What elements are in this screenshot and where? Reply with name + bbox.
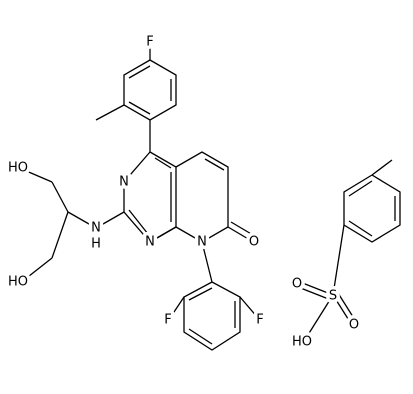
bond — [51, 211, 69, 259]
bond — [175, 151, 229, 243]
bond — [169, 296, 185, 319]
bond — [305, 294, 334, 339]
atom-label: O — [249, 235, 259, 250]
bond — [95, 104, 125, 121]
bond — [201, 241, 213, 283]
atom-label: F — [256, 313, 263, 328]
bond — [348, 180, 373, 197]
bond — [51, 181, 69, 213]
bond — [348, 220, 373, 237]
bond — [23, 169, 53, 183]
bond — [128, 65, 151, 79]
atom-label: H — [91, 237, 101, 252]
bond — [297, 286, 332, 301]
bond — [154, 157, 172, 169]
atom-labels: F N N N O N H HO HO F F S O O HO — [4, 31, 362, 353]
bond — [343, 174, 401, 243]
bonds — [23, 44, 401, 351]
bond — [239, 296, 259, 319]
atom-label: F — [146, 35, 153, 50]
bond — [188, 287, 213, 301]
bond — [149, 226, 177, 243]
bond — [299, 281, 334, 296]
bond — [332, 294, 351, 323]
atom-label: HO — [8, 161, 28, 176]
bond — [204, 158, 225, 171]
atom-label: F — [164, 313, 171, 328]
atom-label: N — [91, 221, 101, 236]
atom-label: O — [292, 277, 302, 292]
bond — [95, 211, 125, 229]
bond — [128, 209, 149, 235]
atom-label: S — [329, 289, 337, 304]
atom-label: HO — [8, 275, 28, 290]
bond — [230, 221, 254, 236]
atom-label: O — [349, 318, 359, 333]
bond — [371, 159, 393, 176]
bond — [188, 328, 213, 345]
atom-label: N — [197, 235, 207, 250]
atom-label: N — [119, 175, 129, 190]
bond — [123, 59, 177, 121]
bond — [23, 257, 53, 281]
bond — [183, 281, 241, 351]
bond — [337, 292, 356, 321]
bond — [128, 101, 151, 115]
bond — [227, 226, 251, 241]
atom-label: HO — [292, 335, 312, 350]
bond — [332, 224, 345, 296]
atom-label: N — [145, 235, 155, 250]
bond — [67, 211, 97, 229]
